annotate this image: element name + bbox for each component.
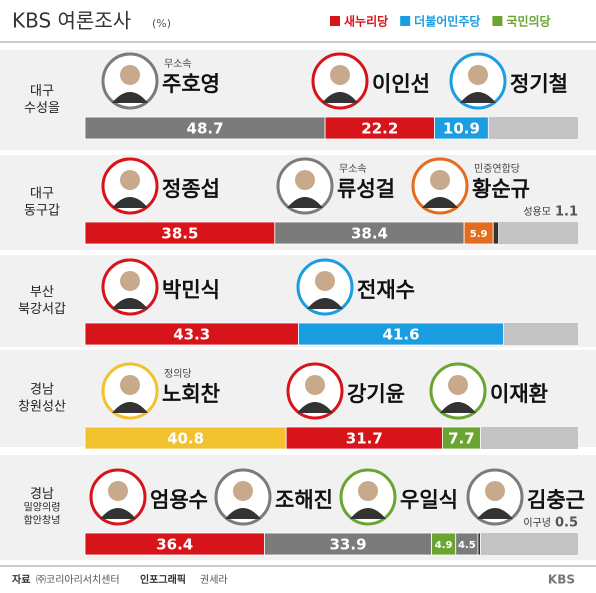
candidate-name: 이구녕 [523,517,551,529]
value-label: 10.9 [443,120,480,138]
candidate-name: 노회찬 [162,382,220,406]
party-label: 정의당 [164,368,192,380]
bar-segment [442,426,481,450]
portrait-body [307,298,343,309]
portrait-body [350,508,386,519]
legend-swatch [492,16,503,26]
value-label: 1.1 [555,205,578,220]
portrait-head [485,481,505,501]
portrait-head [120,170,140,190]
unit: (%) [152,17,171,30]
legend-label: 새누리당 [344,14,388,29]
portrait-head [120,65,140,85]
portrait-body [112,402,148,413]
candidate-name: 이인선 [372,72,430,96]
portrait-head [468,65,488,85]
party-label: 무소속 [339,163,367,175]
row-label: 수성을 [24,101,60,116]
row-label: 창원성산 [18,400,66,415]
bar-segment [298,322,504,346]
portrait-body [225,508,261,519]
row-label: 경남 [30,383,54,398]
candidate-name: 황순규 [472,177,530,201]
value-label: 22.2 [361,120,398,138]
party-label: 무소속 [164,58,192,70]
portrait-body [100,508,136,519]
value-label: 38.4 [351,225,388,243]
candidate-name: 조해진 [275,488,333,512]
portrait-head [448,375,468,395]
logo: KBS [548,573,575,587]
value-label: 7.7 [448,430,475,448]
candidate-name: 강기윤 [347,382,405,406]
portrait-head [430,170,450,190]
candidate-name: 이재환 [490,382,548,406]
portrait-head [295,170,315,190]
portrait-head [330,65,350,85]
source: ㈜코리아리서치센터 [36,573,120,586]
row-label: 경남 [30,487,54,502]
portrait-head [305,375,325,395]
candidate-name: 성용모 [523,206,551,218]
candidate-name: 주호영 [162,72,220,96]
value-label: 43.3 [173,326,210,344]
portrait-head [315,271,335,291]
portrait-body [297,402,333,413]
candidate-name: 류성걸 [337,177,395,201]
source-label: 자료 [12,573,30,586]
value-label: 4.5 [458,540,476,551]
portrait-body [477,508,513,519]
portrait-body [460,92,496,103]
legend-label: 국민의당 [506,14,550,29]
portrait-body [112,298,148,309]
value-label: 33.9 [330,536,367,554]
row-label: 함안창녕 [24,515,61,527]
portrait-body [440,402,476,413]
value-label: 38.5 [161,225,198,243]
candidate-name: 전재수 [357,278,415,302]
candidate-name: 김충근 [527,488,585,512]
legend-swatch [330,16,340,26]
party-label: 민중연합당 [474,163,520,175]
bar-segment [477,532,481,556]
portrait-head [108,481,128,501]
row-label: 북강서갑 [18,302,66,317]
chart-title: KBS 여론조사 [12,9,131,33]
credit-label: 인포그래픽 [140,573,186,586]
portrait-head [233,481,253,501]
candidate-name: 엄용수 [150,488,208,512]
portrait-body [112,92,148,103]
row-label: 대구 [30,84,54,99]
row-label: 대구 [30,187,54,202]
portrait-head [120,271,140,291]
value-label: 40.8 [167,430,204,448]
portrait-head [120,375,140,395]
row-label: 부산 [30,285,54,300]
row-label: 동구갑 [24,204,60,219]
value-label: 4.9 [435,540,453,551]
value-label: 0.5 [555,516,578,531]
value-label: 31.7 [346,430,383,448]
value-label: 48.7 [187,120,224,138]
candidate-name: 우일식 [400,488,458,512]
legend-label: 더불어민주당 [414,14,480,29]
credit: 권세라 [200,574,228,586]
value-label: 36.4 [156,536,193,554]
row-label: 밀양의령 [24,502,61,514]
bar-segment [492,221,500,245]
candidate-name: 정종섭 [162,177,220,201]
portrait-body [112,197,148,208]
candidate-name: 박민식 [162,278,220,302]
portrait-body [322,92,358,103]
value-label: 5.9 [470,229,488,240]
portrait-head [358,481,378,501]
portrait-body [287,197,323,208]
value-label: 41.6 [383,326,420,344]
candidate-name: 정기철 [510,72,568,96]
portrait-body [422,197,458,208]
bar-segment [434,116,489,140]
legend-swatch [400,16,411,26]
